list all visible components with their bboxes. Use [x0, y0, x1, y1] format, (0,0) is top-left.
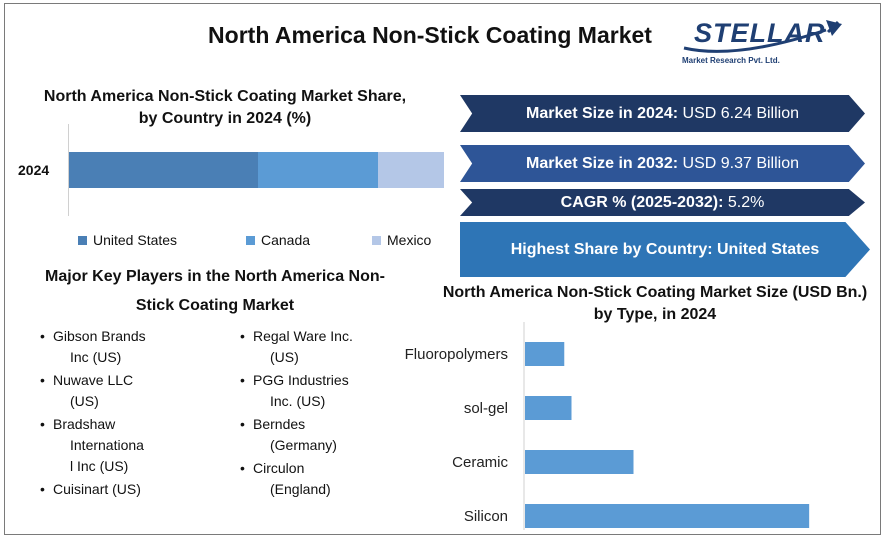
key-player-text: Internationa — [70, 437, 144, 453]
key-player-text: Nuwave LLC — [53, 372, 134, 388]
legend-swatch — [372, 235, 381, 245]
cagr-value: 5.2% — [727, 193, 765, 211]
type-chart-title: North America Non-Stick Coating Market S… — [442, 284, 868, 323]
type-category-label: Ceramic — [452, 454, 508, 471]
key-player-item: Circulon (England) — [240, 458, 390, 500]
key-player-text: Cuisinart (US) — [53, 481, 141, 497]
legend-item: Mexico — [372, 232, 431, 248]
cagr-label: CAGR % (2025-2032): — [560, 193, 724, 211]
type-bar-chart: Fluoropolymers sol-gel Ceramic Silicon — [405, 322, 810, 530]
key-player-text: Inc. (US) — [270, 393, 326, 409]
logo-name: STELLAR — [694, 18, 826, 48]
key-players-title: Major Key Players in the North America N… — [45, 268, 385, 314]
key-player-item: Nuwave LLC (US) — [40, 370, 170, 412]
type-category-label: sol-gel — [464, 400, 508, 417]
key-player-text: Regal Ware Inc. — [253, 328, 353, 344]
key-player-item: PGG Industries Inc. (US) — [240, 370, 390, 412]
share-bar-segment-united-states — [69, 152, 259, 188]
legend-swatch — [78, 235, 87, 245]
key-player-text: (US) — [270, 349, 299, 365]
legend-label: United States — [93, 232, 178, 248]
highest-share-value: United States — [717, 240, 820, 258]
key-players-list-right: Regal Ware Inc. (US) PGG Industries Inc. (U… — [240, 326, 390, 502]
logo-swoosh-icon — [683, 20, 842, 53]
key-players-list-left: Gibson Brands Inc (US) Nuwave LLC (US) Brads… — [40, 326, 170, 502]
type-category-label: Silicon — [464, 508, 508, 525]
logo: STELLAR Market Research Pvt. Ltd. — [676, 8, 866, 66]
type-bar-ceramic — [525, 450, 634, 474]
key-player-text: Berndes — [253, 416, 306, 432]
key-player-item: Bradshaw Internationa l Inc (US) — [40, 414, 170, 477]
key-player-text: (Germany) — [270, 437, 337, 453]
legend-label: Mexico — [387, 232, 432, 248]
key-player-text: Bradshaw — [53, 416, 116, 432]
type-category-label: Fluoropolymers — [405, 346, 508, 363]
market-size-2032-banner: Market Size in 2032: USD 9.37 Billion — [460, 145, 865, 182]
legend-item: United States — [78, 232, 177, 248]
share-chart-title: North America Non-Stick Coating Market S… — [43, 88, 407, 127]
share-bar-segment-mexico — [378, 152, 444, 188]
key-player-item: Regal Ware Inc. (US) — [240, 326, 390, 368]
market-size-2024-label: Market Size in 2024: — [525, 104, 679, 122]
logo-subtitle: Market Research Pvt. Ltd. — [682, 56, 780, 65]
share-chart-category-label: 2024 — [18, 162, 50, 178]
legend-item: Canada — [246, 232, 310, 248]
key-player-text: PGG Industries — [253, 372, 349, 388]
share-chart-axis — [68, 124, 69, 216]
key-player-item: Gibson Brands Inc (US) — [40, 326, 170, 368]
highest-share-label: Highest Share by Country: — [510, 240, 713, 258]
key-player-text: Circulon — [253, 460, 305, 476]
legend-swatch — [246, 235, 255, 245]
cagr-banner: CAGR % (2025-2032): 5.2% — [460, 189, 865, 216]
highest-share-banner: Highest Share by Country: United States — [460, 222, 870, 277]
key-player-item: Berndes (Germany) — [240, 414, 390, 456]
market-size-2024-value: USD 6.24 Billion — [682, 104, 800, 122]
key-player-text: Inc (US) — [70, 349, 122, 365]
share-chart-legend: United States Canada Mexico — [78, 232, 458, 252]
type-bar-sol-gel — [525, 396, 572, 420]
type-bar-fluoropolymers — [525, 342, 565, 366]
market-size-2032-value: USD 9.37 Billion — [682, 154, 800, 172]
type-bar-silicon — [525, 504, 810, 528]
key-player-text: (England) — [270, 481, 331, 497]
share-stacked-bar — [69, 152, 444, 188]
key-player-text: Gibson Brands — [53, 328, 146, 344]
key-player-text: (US) — [70, 393, 99, 409]
key-player-item: Cuisinart (US) — [40, 479, 170, 500]
share-bar-segment-canada — [258, 152, 379, 188]
legend-label: Canada — [261, 232, 311, 248]
market-size-2032-label: Market Size in 2032: — [525, 154, 679, 172]
main-title: North America Non-Stick Coating Market — [208, 22, 652, 48]
market-size-2024-banner: Market Size in 2024: USD 6.24 Billion — [460, 95, 865, 132]
key-player-text: l Inc (US) — [70, 458, 129, 474]
